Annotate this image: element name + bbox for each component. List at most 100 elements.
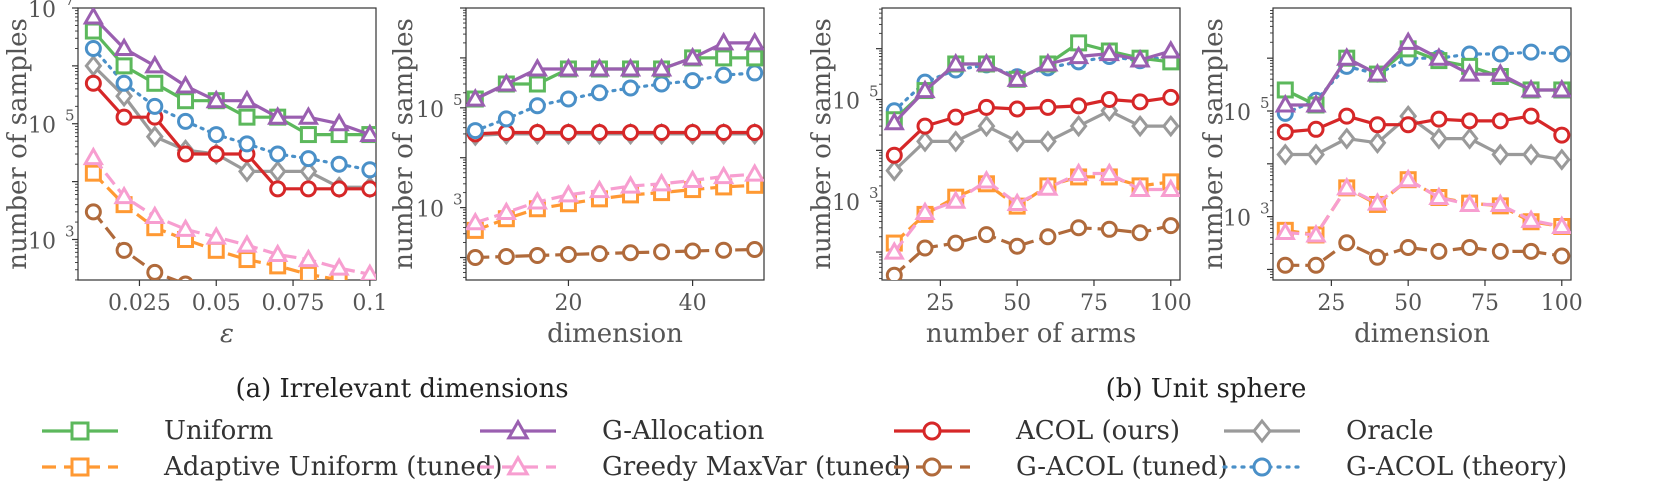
data-point-g-acol-theory <box>559 90 577 108</box>
data-point-g-allocation <box>557 57 580 77</box>
legend-label-g-acol-tuned: G-ACOL (tuned) <box>1016 452 1228 482</box>
data-point-acol-ours <box>1399 116 1417 134</box>
data-point-acol-ours <box>1522 107 1540 125</box>
x-tick-label: 75 <box>1471 291 1499 316</box>
data-point-g-allocation <box>328 112 350 132</box>
legend-marker <box>1252 418 1272 444</box>
data-point-oracle <box>1368 131 1387 154</box>
chart-panel-b2: 25 50 75 100 10 3 10 5 number of samples dimensio… <box>1199 7 1583 349</box>
data-point-g-acol-theory <box>715 66 733 84</box>
data-point-acol-ours <box>1039 98 1057 116</box>
series-line-adaptive-uniform-tuned <box>1285 178 1563 237</box>
data-point-g-acol-tuned <box>684 242 702 260</box>
legend: Uniform Adaptive Uniform (tuned) G-Alloc… <box>0 414 1664 494</box>
data-point-greedy-maxvar-tuned <box>975 169 998 189</box>
data-point-g-acol-tuned <box>1131 224 1149 242</box>
x-tick-label: 0.075 <box>262 291 325 316</box>
data-point-g-allocation <box>526 57 549 77</box>
data-point-g-allocation <box>883 111 905 131</box>
data-point-g-allocation <box>495 72 517 92</box>
data-point-acol-ours <box>207 145 225 163</box>
data-point-acol-ours <box>1070 97 1088 115</box>
x-tick-label: 75 <box>1080 291 1108 316</box>
data-point-acol-ours <box>1553 126 1571 144</box>
data-point-oracle <box>1429 127 1448 150</box>
data-point-uniform <box>299 126 317 144</box>
data-point-g-acol-theory <box>84 39 102 57</box>
data-point-greedy-maxvar-tuned <box>588 179 611 199</box>
data-point-g-acol-tuned <box>466 249 484 267</box>
series-g-allocation <box>466 31 764 107</box>
data-point-g-acol-tuned <box>332 313 346 327</box>
legend-marker <box>922 421 942 441</box>
data-point-g-acol-tuned <box>1522 242 1540 260</box>
data-point-greedy-maxvar-tuned <box>526 190 549 210</box>
legend-item-acol: ACOL (ours) <box>892 414 1180 448</box>
x-tick-label: 100 <box>1541 291 1583 316</box>
data-point-g-acol-tuned <box>1162 217 1180 235</box>
data-point-oracle <box>268 160 287 183</box>
data-point-greedy-maxvar-tuned <box>1551 215 1571 235</box>
series-g-allocation <box>82 8 376 143</box>
data-point-acol-ours <box>684 124 702 142</box>
series-line-g-acol-theory <box>91 46 372 172</box>
data-point-g-acol-tuned <box>1276 256 1294 274</box>
data-point-greedy-maxvar-tuned <box>557 183 580 203</box>
data-point-g-acol-theory <box>238 135 256 153</box>
series-g-allocation <box>1274 31 1571 113</box>
data-point-acol-ours <box>977 98 995 116</box>
legend-swatch-greedy-maxvar <box>480 454 556 476</box>
data-point-greedy-maxvar-tuned <box>1274 221 1296 241</box>
data-point-oracle <box>1038 130 1057 153</box>
data-point-g-acol-tuned <box>559 246 577 264</box>
data-point-greedy-maxvar-tuned <box>1520 209 1542 228</box>
data-point-g-acol-theory <box>1491 45 1509 63</box>
data-point-acol-ours <box>299 180 317 198</box>
data-point-greedy-maxvar-tuned <box>713 165 735 185</box>
legend-item-uniform: Uniform <box>40 414 273 448</box>
data-point-acol-ours <box>947 108 965 126</box>
legend-swatch-oracle <box>1224 418 1300 444</box>
data-point-g-acol-theory <box>653 75 671 93</box>
data-point-g-acol-tuned <box>1553 247 1571 265</box>
series-greedy-maxvar-tuned <box>1274 168 1571 243</box>
data-point-greedy-maxvar-tuned <box>1366 192 1389 211</box>
data-point-g-allocation <box>681 46 704 66</box>
data-point-greedy-maxvar-tuned <box>681 169 704 189</box>
data-point-oracle <box>145 125 164 148</box>
data-point-g-allocation <box>1428 47 1450 66</box>
x-axis-label: dimension <box>547 319 683 349</box>
data-point-g-acol-tuned <box>1100 220 1118 238</box>
legend-swatch-g-allocation <box>480 418 556 440</box>
series-line-acol-ours <box>92 82 370 191</box>
data-point-acol-ours <box>1008 100 1026 118</box>
legend-marker <box>70 457 90 477</box>
series-acol-ours <box>84 74 376 198</box>
legend-item-g-allocation: G-Allocation <box>478 414 764 448</box>
legend-marker <box>922 457 942 477</box>
legend-swatch-g-acol-tuned <box>894 457 970 477</box>
data-point-greedy-maxvar-tuned <box>1397 168 1419 188</box>
legend-swatch-adaptive-uniform <box>42 457 118 477</box>
data-point-greedy-maxvar-tuned <box>619 175 642 194</box>
series-line-acol-ours <box>893 95 1172 157</box>
series-line-uniform <box>92 29 370 137</box>
data-point-greedy-maxvar-tuned <box>1006 192 1028 212</box>
data-point-g-allocation <box>113 37 135 56</box>
data-point-g-allocation <box>1098 42 1120 62</box>
data-point-adaptive-uniform-tuned <box>299 265 317 280</box>
data-point-g-allocation <box>1274 93 1296 113</box>
data-point-g-acol-tuned <box>146 263 164 280</box>
chart-panel-a2: 20 40 10 3 10 5 number of samples dimension <box>389 7 765 349</box>
series-line-adaptive-uniform-tuned <box>92 172 347 280</box>
data-point-g-allocation <box>975 52 998 72</box>
data-point-acol-ours <box>1491 112 1509 130</box>
series-g-allocation <box>883 39 1180 131</box>
data-point-g-allocation <box>1520 78 1542 98</box>
data-point-greedy-maxvar-tuned <box>1458 193 1481 212</box>
y-tick-label: 10 <box>416 198 444 223</box>
legend-label-g-acol-theory: G-ACOL (theory) <box>1346 452 1568 482</box>
data-point-g-acol-tuned <box>1491 242 1509 260</box>
data-point-acol-ours <box>885 146 903 164</box>
data-point-oracle <box>1069 114 1088 138</box>
